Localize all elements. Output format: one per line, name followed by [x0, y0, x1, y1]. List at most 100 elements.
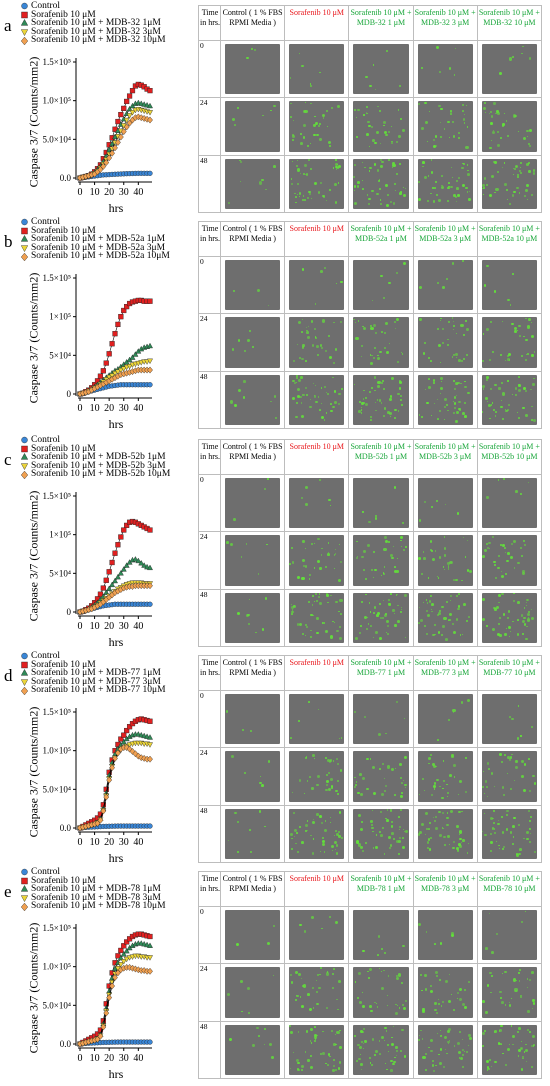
micrograph-cell	[284, 1020, 350, 1080]
legend-item: Sorafenib 10 μM	[20, 10, 166, 20]
data-point	[100, 1023, 107, 1031]
time-cell: 24	[198, 97, 221, 156]
micrograph-frame	[478, 748, 541, 804]
micrograph-frame	[285, 475, 348, 531]
time-cell: 0	[198, 689, 221, 749]
micrograph-cell	[284, 689, 350, 749]
data-point	[112, 754, 118, 762]
time-row: 48	[198, 154, 543, 214]
data-point	[115, 542, 121, 548]
x-tick-label: 30	[119, 187, 129, 198]
data-point	[118, 947, 124, 954]
table-header-row: Time in hrs. Control ( 1 % FBS RPMI Media…	[198, 221, 543, 257]
legend-label: Sorafenib 10 μM + MDB-32 1μM	[31, 18, 161, 29]
micrograph-frame	[349, 41, 412, 97]
micrograph-image	[417, 260, 473, 311]
micrograph-grid: Time in hrs. Control ( 1 % FBS RPMI Media…	[198, 439, 543, 648]
data-point	[147, 102, 153, 109]
triangle-up-marker-icon	[20, 885, 29, 893]
x-tick-label: 30	[119, 1053, 129, 1064]
time-row: 0	[198, 473, 543, 533]
y-tick-label: 5.0×10⁴	[43, 1000, 71, 1010]
legend-item: Sorafenib 10 μM + MDB-78 3μM	[20, 893, 166, 903]
micrograph-cell	[348, 39, 414, 99]
panel-b: b Control Sorafenib 10 μM Sorafenib 10 μM +…	[0, 217, 550, 433]
micrograph-cell	[284, 747, 350, 806]
legend-item: Sorafenib 10 μM + MDB-77 10μM	[20, 686, 166, 695]
micrograph-frame	[349, 1022, 412, 1078]
time-label: 0	[200, 257, 204, 266]
table-header-row: Time in hrs. Control ( 1 % FBS RPMI Media…	[198, 871, 543, 907]
y-tick-label: 1×10⁵	[49, 530, 71, 540]
data-point	[106, 994, 113, 1002]
legend-label: Sorafenib 10 μM + MDB-52b 10μM	[31, 469, 171, 480]
y-tick-label: 0.0	[60, 173, 72, 183]
micrograph-image	[289, 694, 345, 745]
x-tick-label: 20	[104, 837, 114, 848]
micrograph-frame	[478, 590, 541, 646]
column-header-label: Sorafenib 10 μM + MDB-77 10 μM	[478, 658, 540, 677]
y-tick-label: 0	[67, 389, 72, 399]
time-label: 48	[200, 371, 208, 381]
data-point	[126, 105, 133, 112]
legend-item: Sorafenib 10 μM + MDB-78 10μM	[20, 902, 166, 911]
micrograph-image	[417, 1024, 473, 1075]
micrograph-image	[289, 808, 345, 859]
micrograph-image	[353, 260, 409, 311]
micrograph-cell	[348, 1020, 414, 1080]
data-point	[129, 354, 136, 360]
x-axis-label: hrs	[108, 201, 124, 215]
column-header-label: Sorafenib 10 μM + MDB-77 3 μM	[414, 658, 476, 677]
micrograph-cell	[348, 747, 414, 806]
micrograph-cell	[348, 255, 414, 315]
x-tick-label: 20	[104, 403, 114, 414]
micrograph-cell	[284, 963, 350, 1022]
micrograph-frame	[285, 907, 348, 963]
micrograph-cell	[348, 313, 414, 372]
legend-label: Control	[31, 1, 61, 11]
legend-label: Sorafenib 10 μM + MDB-77 1μM	[31, 668, 161, 679]
panel-c: c Control Sorafenib 10 μM Sorafenib 10 μM +…	[0, 435, 550, 651]
legend-label: Control	[31, 651, 61, 661]
micrograph-image	[417, 44, 473, 95]
data-point	[135, 557, 142, 564]
data-point	[120, 128, 127, 136]
time-row: 24	[198, 531, 543, 590]
data-point	[117, 962, 124, 968]
time-row: 24	[198, 313, 543, 372]
column-header: Sorafenib 10 μM	[284, 655, 350, 691]
micrograph-frame	[414, 41, 477, 97]
data-point	[100, 162, 107, 170]
micrograph-image	[481, 967, 537, 1018]
micrograph-frame	[221, 964, 284, 1020]
column-header: Sorafenib 10 μM + MDB-78 1 μM	[348, 871, 414, 907]
x-tick-label: 40	[133, 621, 143, 632]
micrograph-image	[353, 317, 409, 368]
micrograph-frame	[221, 257, 284, 313]
micrograph-frame	[285, 691, 348, 747]
micrograph-frame	[221, 41, 284, 97]
micrograph-image	[289, 751, 345, 802]
micrograph-image	[353, 808, 409, 859]
triangle-up-marker-icon	[20, 235, 29, 243]
column-header-label: Control ( 1 % FBS RPMI Media )	[222, 442, 283, 461]
data-point	[121, 527, 127, 533]
data-point	[106, 569, 112, 575]
micrograph-image	[417, 808, 473, 859]
micrograph-image	[289, 44, 345, 95]
time-cell: 0	[198, 473, 221, 533]
x-tick-label: 40	[133, 837, 143, 848]
micrograph-frame	[349, 257, 412, 313]
micrograph-frame	[349, 98, 412, 154]
series-4	[77, 964, 153, 1048]
column-header-label: Sorafenib 10 μM + MDB-78 1 μM	[350, 874, 412, 893]
time-row: 48	[198, 1020, 543, 1080]
line-chart: 0 10 20 30 40 0.0 5.0×10⁴ 1.0×10⁵ 1.5×10⁵	[43, 57, 153, 198]
series-4	[77, 744, 153, 832]
micrograph-frame	[221, 691, 284, 747]
legend-label: Sorafenib 10 μM + MDB-52a 3μM	[31, 242, 166, 253]
square-marker-icon	[21, 877, 28, 885]
micrograph-image	[417, 967, 473, 1018]
micrograph-cell	[412, 255, 478, 315]
legend-label: Sorafenib 10 μM + MDB-32 10μM	[31, 35, 166, 46]
